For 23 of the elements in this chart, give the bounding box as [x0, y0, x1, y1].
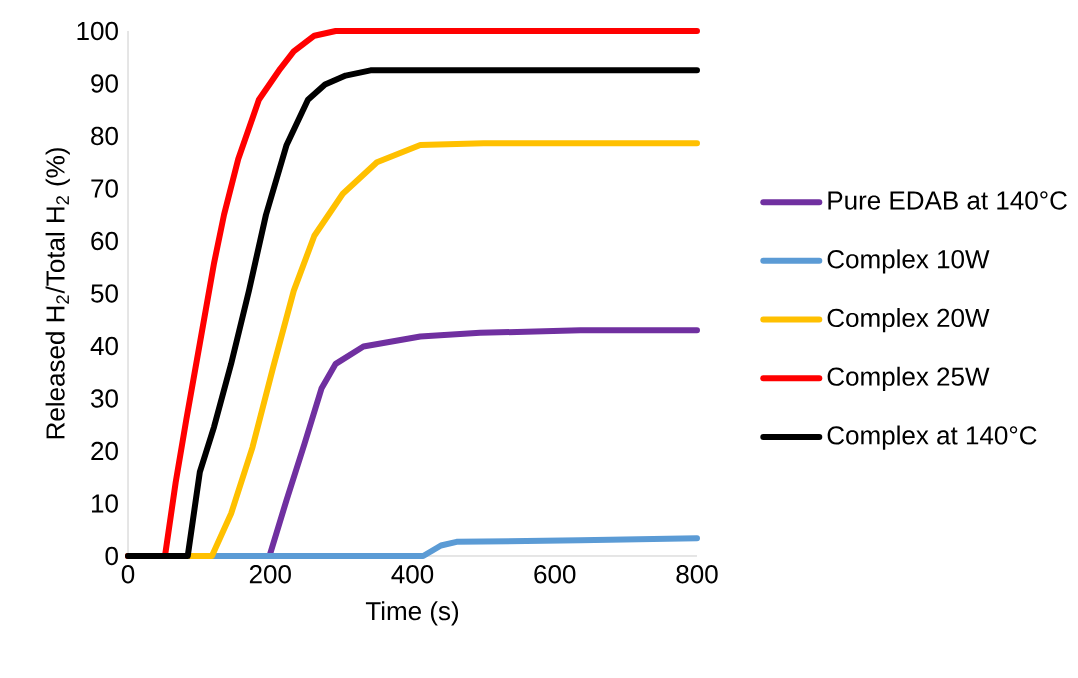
y-tick-label: 100: [77, 21, 118, 41]
x-tick-label: 600: [534, 565, 576, 584]
y-tick-label: 30: [91, 389, 118, 408]
y-tick-label: 80: [91, 126, 118, 146]
legend-label: Pure EDAB at 140°C: [828, 191, 1067, 210]
legend-label: Complex at 140°C: [827, 425, 1037, 450]
y-tick-label: 0: [105, 546, 118, 566]
x-tick-label: 400: [391, 565, 434, 584]
y-tick-label: 60: [91, 231, 118, 251]
x-tick-label: 0: [121, 565, 135, 584]
x-tick-label: 200: [249, 565, 291, 584]
y-tick-label: 40: [90, 336, 118, 356]
legend-label: Complex 20W: [827, 308, 990, 333]
y-tick-label: 70: [91, 179, 118, 198]
y-axis-title: Released H$_{2}$/Total H$_{2}$ (%): [45, 148, 70, 439]
y-tick-label: 50: [91, 284, 118, 303]
x-tick-label: 800: [676, 565, 718, 584]
legend-label: Complex 25W: [827, 366, 990, 391]
y-tick-label: 90: [91, 74, 118, 93]
y-tick-label: 10: [91, 494, 118, 513]
legend-label: Complex 10W: [827, 249, 990, 274]
x-axis-title: Time (s): [365, 601, 459, 626]
y-tick-label: 20: [91, 441, 118, 461]
